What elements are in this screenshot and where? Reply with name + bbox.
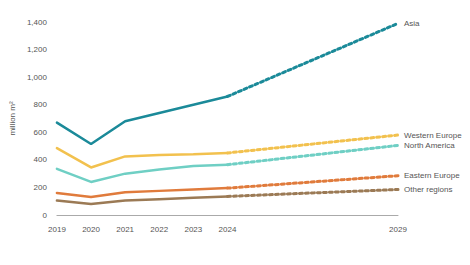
svg-text:Asia: Asia	[404, 19, 420, 28]
svg-text:2024: 2024	[219, 225, 237, 234]
svg-text:2023: 2023	[184, 225, 202, 234]
svg-text:200: 200	[34, 183, 48, 192]
svg-text:Western Europe: Western Europe	[404, 131, 462, 140]
svg-text:2019: 2019	[48, 225, 66, 234]
svg-text:600: 600	[34, 128, 48, 137]
svg-text:2021: 2021	[116, 225, 134, 234]
svg-text:1,200: 1,200	[27, 45, 48, 54]
svg-text:2020: 2020	[82, 225, 100, 234]
svg-text:800: 800	[34, 100, 48, 109]
svg-text:Other regions: Other regions	[404, 185, 452, 194]
svg-text:1,400: 1,400	[27, 18, 48, 27]
svg-text:0: 0	[42, 211, 47, 220]
svg-text:Eastern Europe: Eastern Europe	[404, 171, 460, 180]
svg-text:2029: 2029	[389, 225, 407, 234]
svg-text:2022: 2022	[150, 225, 168, 234]
svg-text:million m²: million m²	[8, 101, 17, 136]
svg-text:1,000: 1,000	[27, 73, 48, 82]
svg-text:North America: North America	[404, 141, 455, 150]
svg-text:400: 400	[34, 155, 48, 164]
